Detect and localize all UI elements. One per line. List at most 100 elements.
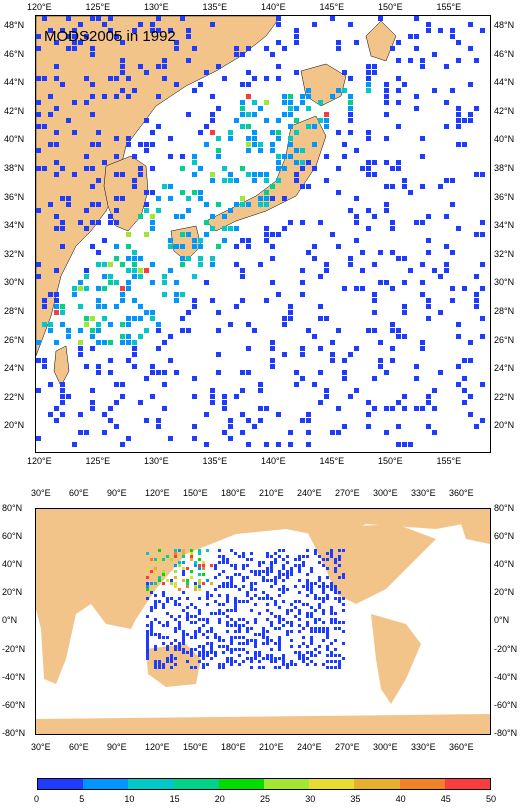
data-cell [192, 154, 197, 159]
data-cell [36, 46, 41, 51]
data-cell [298, 609, 301, 612]
data-cell [298, 558, 301, 561]
data-cell [78, 430, 83, 435]
data-cell [54, 64, 59, 69]
data-cell [154, 633, 157, 636]
data-cell [468, 358, 473, 363]
data-cell [270, 579, 273, 582]
data-cell [96, 178, 101, 183]
data-cell [462, 286, 467, 291]
data-cell [310, 654, 313, 657]
data-cell [154, 645, 157, 648]
data-cell [180, 232, 185, 237]
data-cell [282, 226, 287, 231]
top-x-tick-top: 125°E [85, 2, 111, 12]
data-cell [144, 310, 149, 315]
data-cell [158, 576, 161, 579]
data-cell [246, 594, 249, 597]
data-cell [84, 286, 89, 291]
data-cell [278, 594, 281, 597]
data-cell [202, 561, 205, 564]
data-cell [48, 382, 53, 387]
data-cell [334, 558, 337, 561]
data-cell [262, 630, 265, 633]
data-cell [336, 166, 341, 171]
data-cell [132, 364, 137, 369]
data-cell [310, 585, 313, 588]
data-cell [146, 615, 149, 618]
data-cell [206, 603, 209, 606]
data-cell [234, 573, 237, 576]
data-cell [258, 382, 263, 387]
data-cell [222, 570, 225, 573]
top-x-tick-bottom: 150°E [378, 456, 403, 466]
data-cell [96, 328, 101, 333]
data-cell [238, 600, 241, 603]
data-cell [170, 666, 173, 669]
data-cell [474, 274, 479, 279]
data-cell [166, 648, 169, 651]
data-cell [408, 268, 413, 273]
data-cell [158, 600, 161, 603]
data-cell [102, 22, 107, 27]
data-cell [282, 567, 285, 570]
data-cell [198, 564, 201, 567]
data-cell [180, 154, 185, 159]
data-cell [354, 196, 359, 201]
data-cell [322, 597, 325, 600]
data-cell [396, 442, 401, 447]
data-cell [414, 364, 419, 369]
data-cell [300, 352, 305, 357]
data-cell [336, 430, 341, 435]
data-cell [264, 238, 269, 243]
sakhalin-kuril [365, 20, 397, 62]
top-y-tick-right: 34°N [494, 220, 515, 231]
data-cell [396, 166, 401, 171]
data-cell [306, 184, 311, 189]
data-cell [354, 40, 359, 45]
data-cell [254, 642, 257, 645]
data-cell [126, 232, 131, 237]
data-cell [306, 579, 309, 582]
data-cell [222, 645, 225, 648]
data-cell [186, 660, 189, 663]
data-cell [480, 316, 485, 321]
data-cell [348, 352, 353, 357]
data-cell [314, 609, 317, 612]
data-cell [322, 600, 325, 603]
data-cell [342, 70, 347, 75]
data-cell [314, 663, 317, 666]
data-cell [234, 609, 237, 612]
data-cell [402, 334, 407, 339]
data-cell [168, 28, 173, 33]
data-cell [384, 88, 389, 93]
data-cell [198, 166, 203, 171]
data-cell [456, 382, 461, 387]
data-cell [264, 118, 269, 123]
data-cell [132, 178, 137, 183]
top-x-tick-top: 140°E [261, 2, 286, 12]
data-cell [72, 40, 77, 45]
data-cell [234, 624, 237, 627]
data-cell [146, 657, 149, 660]
data-cell [174, 555, 177, 558]
data-cell [282, 618, 285, 621]
data-cell [108, 370, 113, 375]
data-cell [270, 280, 275, 285]
data-cell [54, 304, 59, 309]
data-cell [336, 406, 341, 411]
data-cell [348, 208, 353, 213]
data-cell [366, 172, 371, 177]
data-cell [264, 298, 269, 303]
data-cell [36, 148, 41, 153]
bottom-x-tick-bottom: 330°E [411, 742, 436, 752]
data-cell [120, 340, 125, 345]
data-cell [222, 555, 225, 558]
data-cell [338, 597, 341, 600]
data-cell [322, 582, 325, 585]
data-cell [36, 274, 41, 279]
data-cell [240, 112, 245, 117]
data-cell [474, 292, 479, 297]
colorbar-label: 45 [440, 794, 451, 804]
data-cell [198, 552, 201, 555]
